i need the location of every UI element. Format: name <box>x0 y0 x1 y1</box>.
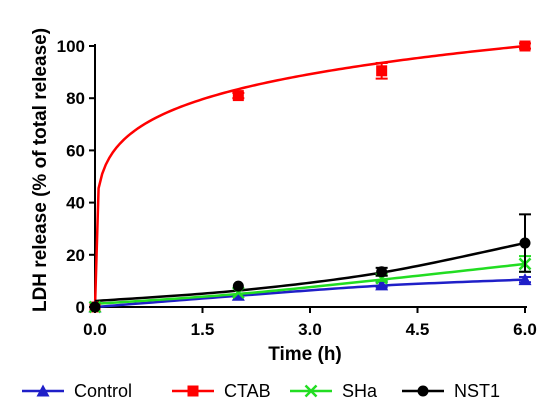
x-axis-ticks: 0.0 1.5 3.0 4.5 6.0 <box>83 307 537 339</box>
legend-label: NST1 <box>454 381 500 401</box>
x-axis-title: Time (h) <box>268 344 342 365</box>
legend: Control CTAB SHa NST1 <box>22 381 500 401</box>
point-control <box>375 278 389 291</box>
legend-item-control: Control <box>22 381 132 401</box>
series-markers <box>88 40 532 314</box>
legend-label: Control <box>74 381 132 401</box>
y-tick-label: 60 <box>66 141 85 160</box>
y-tick-label: 100 <box>57 37 85 56</box>
legend-label: SHa <box>342 381 378 401</box>
y-tick-label: 0 <box>76 298 85 317</box>
y-tick-label: 20 <box>66 246 85 265</box>
y-tick-label: 40 <box>66 194 85 213</box>
legend-label: CTAB <box>224 381 271 401</box>
x-tick-label: 6.0 <box>513 320 537 339</box>
point-control <box>231 288 245 301</box>
x-tick-label: 3.0 <box>298 320 322 339</box>
x-tick-label: 0.0 <box>83 320 107 339</box>
legend-item-ctab: CTAB <box>172 381 271 401</box>
legend-marker <box>417 385 429 397</box>
axes <box>94 44 527 308</box>
curve-ctab <box>93 44 526 308</box>
curve-sha <box>94 262 526 306</box>
series-curves <box>93 44 526 309</box>
point-nst1 <box>519 237 531 249</box>
x-tick-label: 4.5 <box>406 320 430 339</box>
point-ctab <box>519 40 531 52</box>
legend-marker <box>304 384 318 398</box>
legend-item-sha: SHa <box>290 381 378 401</box>
point-nst1 <box>232 280 244 292</box>
point-nst1 <box>89 301 101 313</box>
curve-control <box>94 278 526 309</box>
point-control <box>518 273 532 286</box>
point-ctab <box>376 65 388 77</box>
point-ctab <box>232 90 244 102</box>
legend-item-nst1: NST1 <box>402 381 500 401</box>
y-tick-label: 80 <box>66 89 85 108</box>
x-tick-label: 1.5 <box>191 320 215 339</box>
point-nst1 <box>376 266 388 278</box>
y-axis-title: LDH release (% of total release) <box>30 28 51 312</box>
legend-marker <box>187 385 199 397</box>
y-axis-ticks: 0 20 40 60 80 100 <box>57 37 95 317</box>
curve-nst1 <box>94 241 526 303</box>
legend-marker <box>36 384 50 397</box>
